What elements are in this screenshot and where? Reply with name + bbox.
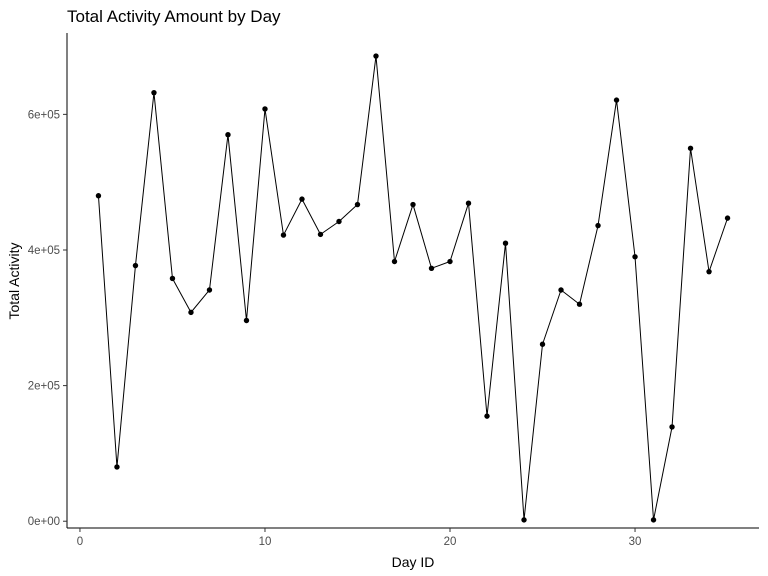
x-tick-label: 30: [629, 536, 642, 548]
data-point: [447, 258, 453, 265]
data-point: [502, 240, 509, 246]
data-point: [465, 200, 472, 206]
y-tick-label: 2e+05: [28, 381, 60, 393]
data-point: [521, 517, 527, 523]
x-tick-label: 10: [259, 536, 272, 548]
data-point: [391, 258, 398, 265]
data-point: [206, 287, 213, 293]
data-point: [428, 265, 435, 271]
data-point: [243, 317, 250, 324]
data-point: [558, 287, 564, 293]
data-point: [595, 222, 601, 229]
data-point: [95, 193, 102, 199]
y-tick-label: 6e+05: [28, 109, 60, 121]
data-point: [114, 464, 120, 470]
data-point: [225, 132, 231, 138]
data-point: [317, 231, 324, 238]
data-point: [724, 215, 731, 221]
chart-title: Total Activity Amount by Day: [67, 7, 281, 26]
data-point: [262, 106, 268, 112]
data-point: [188, 309, 194, 316]
data-point: [299, 196, 305, 202]
data-point: [650, 517, 657, 523]
x-tick-label: 0: [77, 536, 83, 548]
y-axis-ticks: 0e+00 2e+05 4e+05 6e+05: [28, 109, 67, 528]
data-point: [373, 53, 379, 59]
y-tick-label: 0e+00: [28, 516, 60, 528]
x-tick-label: 20: [444, 536, 457, 548]
x-axis-ticks: 0 10 20 30: [77, 528, 642, 548]
data-point: [280, 232, 287, 238]
data-point: [151, 89, 157, 96]
data-point: [632, 254, 638, 260]
data-point: [539, 341, 546, 347]
data-point: [613, 97, 620, 103]
data-point: [576, 301, 583, 307]
x-axis-title: Day ID: [392, 554, 435, 570]
data-point: [484, 413, 490, 419]
data-point: [706, 268, 712, 275]
y-axis-title: Total Activity: [6, 242, 22, 319]
data-point: [336, 218, 342, 225]
data-point: [169, 275, 176, 282]
series-group: [95, 53, 731, 523]
y-tick-label: 4e+05: [28, 245, 60, 257]
data-point: [132, 262, 139, 269]
data-point: [410, 201, 416, 208]
series-line: [97, 55, 729, 521]
data-point: [669, 424, 675, 430]
data-point: [687, 145, 694, 151]
data-point: [354, 201, 361, 208]
